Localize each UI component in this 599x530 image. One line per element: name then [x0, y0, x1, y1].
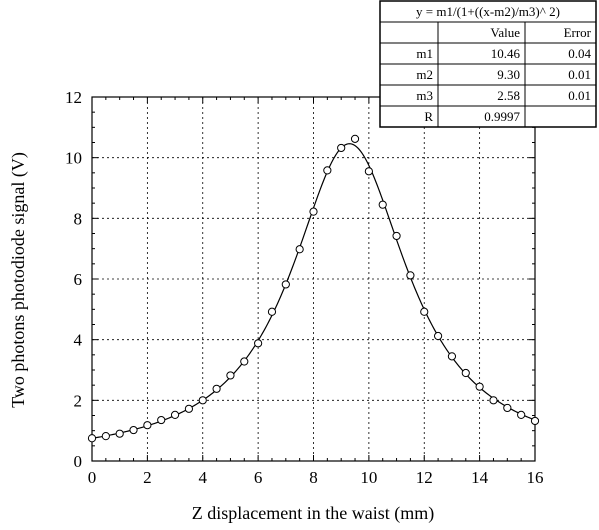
- fit-table-cell-text: Value: [490, 25, 520, 40]
- x-axis-label: Z displacement in the waist (mm): [192, 503, 434, 524]
- fit-table-cell-text: m3: [416, 88, 433, 103]
- fit-table-cell-text: 0.9997: [484, 109, 520, 124]
- fit-table-cell-text: 0.01: [568, 88, 591, 103]
- x-tick-label: 2: [143, 468, 152, 487]
- y-tick-label: 8: [74, 209, 83, 228]
- data-point: [461, 368, 470, 378]
- fit-table-title: y = m1/(1+((x-m2)/m3)^ 2): [416, 4, 560, 19]
- x-tick-label: 14: [471, 468, 489, 487]
- y-axis-label: Two photons photodiode signal (V): [8, 152, 29, 408]
- fit-table-cell: [524, 105, 597, 128]
- data-point: [143, 421, 152, 430]
- data-point: [337, 143, 346, 153]
- fit-table-cell-text: Error: [564, 25, 592, 40]
- data-point: [309, 207, 318, 216]
- data-point: [87, 434, 97, 443]
- data-point: [420, 307, 429, 316]
- fit-table-cell: [379, 21, 439, 44]
- x-tick-label: 12: [416, 468, 433, 487]
- x-tick-label: 8: [309, 468, 318, 487]
- data-point: [323, 166, 332, 175]
- data-point: [406, 271, 415, 280]
- y-tick-labels: 0 2 4 6 8 10 12: [65, 88, 83, 471]
- fit-table-frame: [379, 0, 597, 128]
- data-points: [87, 134, 540, 443]
- fit-table: y = m1/(1+((x-m2)/m3)^ 2) Value Error m1 10.…: [379, 0, 597, 128]
- data-point: [503, 403, 512, 413]
- data-point: [350, 134, 360, 143]
- data-point: [295, 245, 304, 254]
- data-point: [530, 416, 540, 426]
- fit-table-cell-text: 9.30: [497, 67, 520, 82]
- y-tick-label: 4: [74, 331, 83, 350]
- data-point: [115, 429, 124, 438]
- x-tick-label: 6: [254, 468, 263, 487]
- fit-table-cell-text: 10.46: [491, 46, 521, 61]
- data-point: [157, 415, 166, 425]
- fit-table-cell-text: R: [424, 109, 433, 124]
- x-tick-labels: 0 2 4 6 8 10 12 14 16: [88, 468, 544, 487]
- x-tick-label: 0: [88, 468, 97, 487]
- data-point: [281, 280, 290, 289]
- fit-table-cell-text: 2.58: [497, 88, 520, 103]
- data-point: [392, 231, 401, 241]
- x-tick-label: 10: [360, 468, 377, 487]
- data-point: [475, 382, 484, 391]
- data-point: [364, 167, 373, 176]
- fit-table-cell-text: m1: [416, 46, 433, 61]
- data-point: [433, 331, 443, 341]
- data-point: [489, 396, 498, 405]
- y-tick-label: 10: [65, 149, 82, 168]
- fit-table-cell-text: 0.01: [568, 67, 591, 82]
- data-point: [226, 371, 235, 380]
- y-tick-label: 6: [74, 270, 83, 289]
- y-tick-label: 2: [74, 391, 83, 410]
- fit-table-cell-text: m2: [416, 67, 433, 82]
- fit-table-cell-text: 0.04: [568, 46, 591, 61]
- y-tick-label: 12: [65, 88, 82, 107]
- grid-lines: [92, 97, 535, 461]
- data-point: [198, 396, 207, 405]
- data-point: [101, 432, 110, 441]
- data-point: [378, 200, 387, 209]
- data-point: [240, 357, 249, 366]
- data-point: [170, 410, 180, 419]
- data-point: [447, 352, 457, 361]
- x-tick-label: 16: [527, 468, 544, 487]
- data-point: [184, 404, 194, 413]
- data-point: [254, 339, 263, 348]
- x-tick-label: 4: [199, 468, 208, 487]
- data-point: [267, 307, 277, 316]
- y-tick-label: 0: [74, 452, 83, 471]
- data-point: [129, 425, 138, 435]
- data-point: [517, 410, 526, 419]
- data-point: [212, 384, 221, 393]
